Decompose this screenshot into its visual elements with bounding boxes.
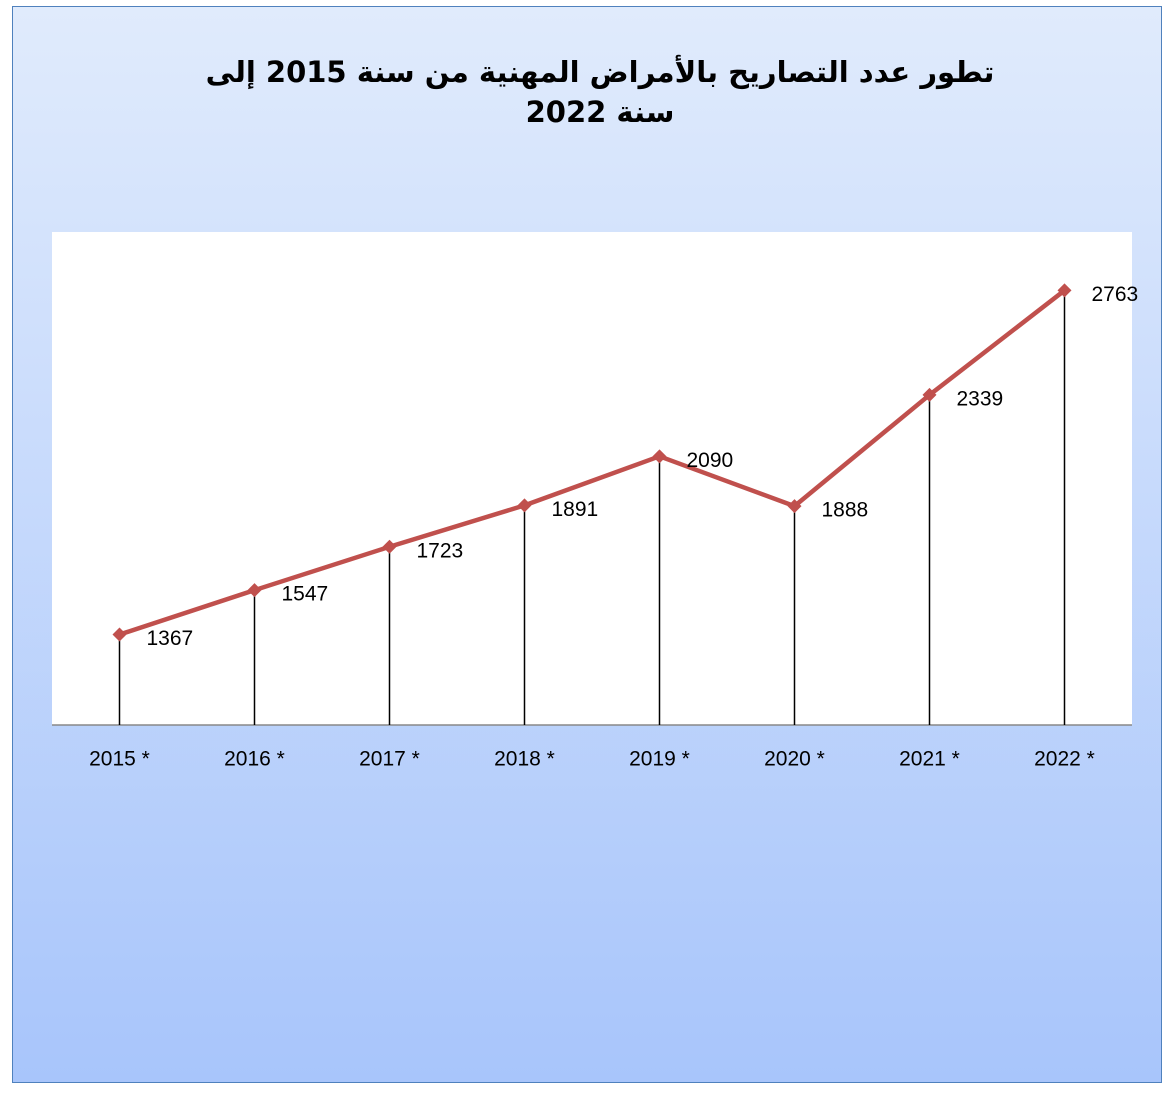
marker [247, 583, 262, 598]
x-tick-label: 2016 * [224, 748, 285, 771]
marker [517, 498, 532, 513]
x-tick-label: 2020 * [764, 748, 825, 771]
data-label: 2763 [1092, 283, 1139, 306]
marker [112, 627, 127, 642]
data-label: 1888 [822, 499, 869, 522]
marker [922, 387, 937, 402]
x-tick-label: 2019 * [629, 748, 690, 771]
x-tick-label: 2018 * [494, 748, 555, 771]
data-label: 1547 [282, 583, 329, 606]
data-line [118, 288, 1066, 637]
x-tick-label: 2017 * [359, 748, 420, 771]
marker [787, 499, 802, 514]
chart-title: تطور عدد التصاريح بالأمراض المهنية من سن… [205, 55, 995, 129]
x-tick-label: 2015 * [89, 748, 150, 771]
data-label: 1723 [417, 539, 464, 562]
marker [652, 449, 667, 464]
data-label: 2090 [687, 449, 734, 472]
data-label: 1891 [552, 498, 599, 521]
x-tick-label: 2022 * [1034, 748, 1095, 771]
marker [1057, 283, 1072, 298]
marker [382, 539, 397, 554]
data-label: 2339 [957, 387, 1004, 410]
data-label: 1367 [147, 627, 194, 650]
x-tick-label: 2021 * [899, 748, 960, 771]
